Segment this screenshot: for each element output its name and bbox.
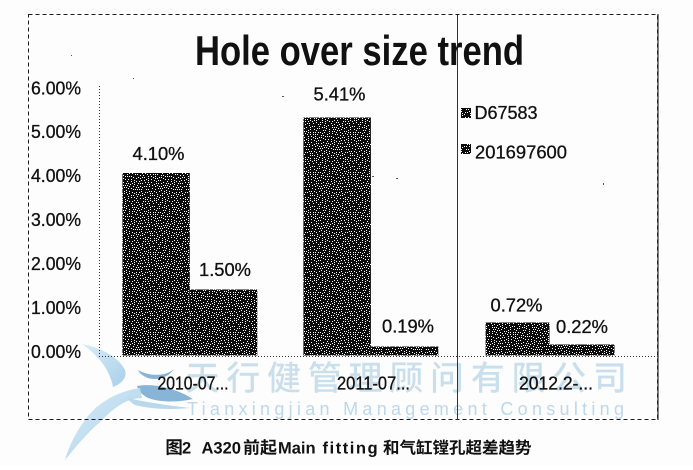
svg-text:3.00%: 3.00% <box>31 210 81 230</box>
svg-text:Tianxingjian Management Consul: Tianxingjian Management Consulting <box>187 399 628 419</box>
svg-text:D67583: D67583 <box>475 103 538 123</box>
svg-text:Hole over size trend: Hole over size trend <box>195 27 524 74</box>
svg-text:4.10%: 4.10% <box>133 144 185 164</box>
svg-text:4.00%: 4.00% <box>31 166 81 186</box>
svg-text:0.19%: 0.19% <box>382 317 434 337</box>
svg-text:2011-07...: 2011-07... <box>337 374 410 394</box>
svg-text:5.00%: 5.00% <box>31 122 81 142</box>
svg-text:6.00%: 6.00% <box>31 78 81 98</box>
svg-text:1.50%: 1.50% <box>199 260 251 280</box>
svg-text:0.72%: 0.72% <box>491 296 543 316</box>
svg-text:1.00%: 1.00% <box>31 298 81 318</box>
svg-text:2.00%: 2.00% <box>31 254 81 274</box>
svg-text:0.22%: 0.22% <box>556 317 608 337</box>
svg-text:0.00%: 0.00% <box>31 342 81 362</box>
svg-text:2012.2-...: 2012.2-... <box>519 374 593 394</box>
svg-text:5.41%: 5.41% <box>314 85 366 105</box>
svg-text:2010-07...: 2010-07... <box>158 374 229 394</box>
svg-text:201697600: 201697600 <box>475 143 567 163</box>
